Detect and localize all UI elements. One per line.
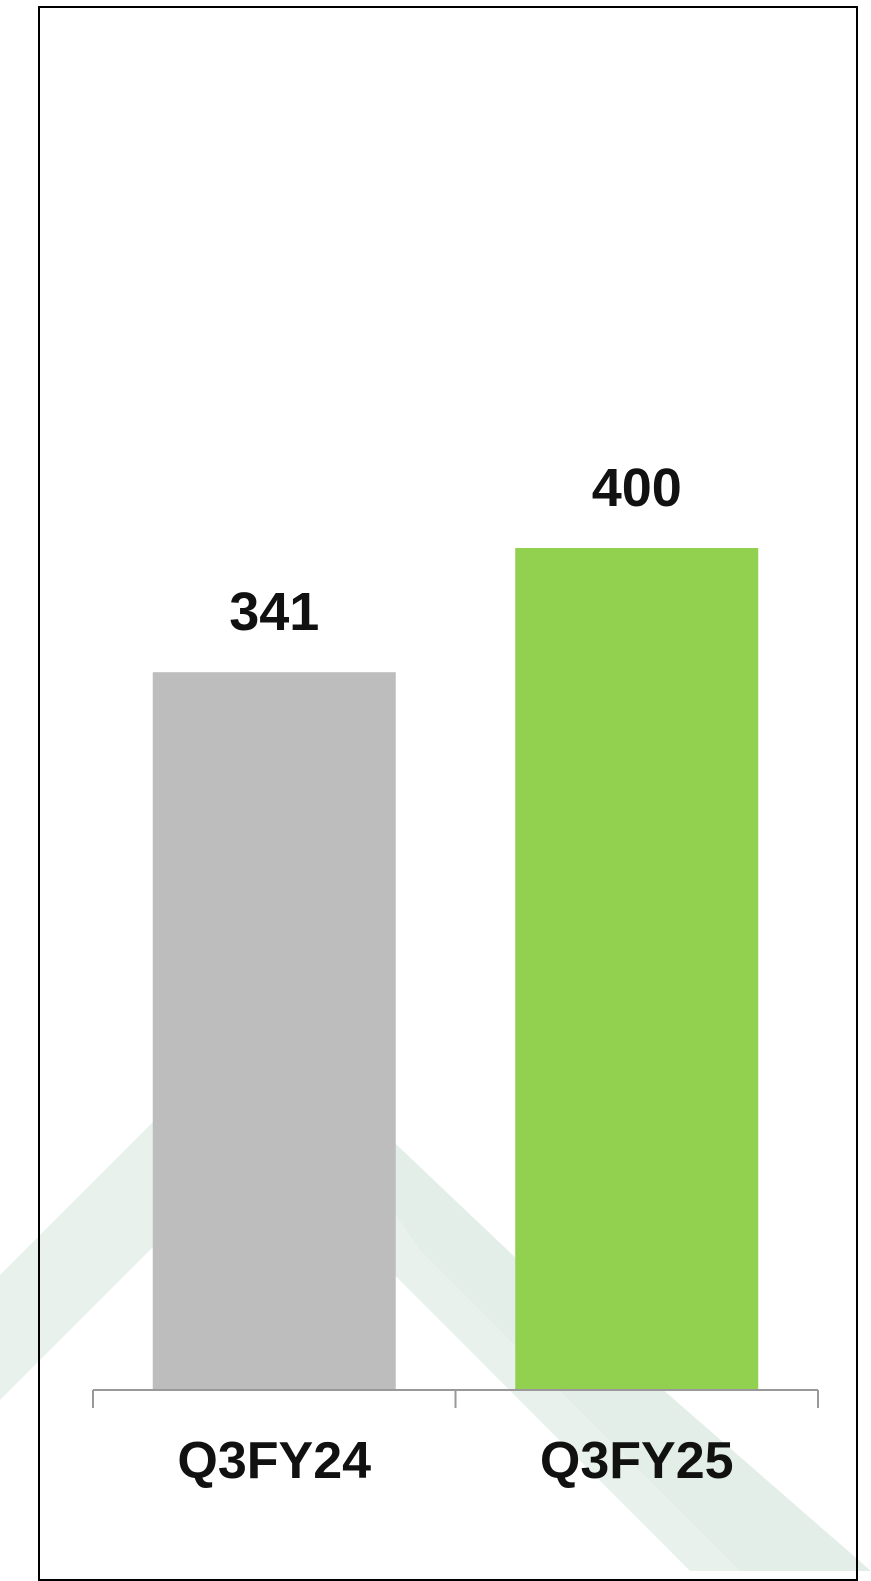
bars-group xyxy=(152,548,759,1390)
bar-q3fy25 xyxy=(515,548,759,1390)
data-labels-group: 341 400 xyxy=(229,458,682,642)
data-label-q3fy24: 341 xyxy=(229,582,319,642)
x-tick-labels-group: Q3FY24 Q3FY25 xyxy=(177,1432,733,1490)
x-axis xyxy=(92,1389,819,1408)
bar-q3fy24 xyxy=(152,672,396,1390)
data-label-q3fy25: 400 xyxy=(592,458,682,518)
x-tick-label-q3fy25: Q3FY25 xyxy=(540,1432,734,1490)
x-tick-label-q3fy24: Q3FY24 xyxy=(177,1432,371,1490)
